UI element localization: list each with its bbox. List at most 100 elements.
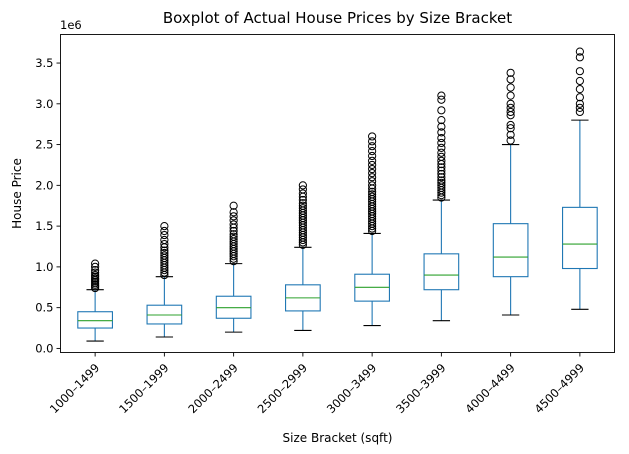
outlier-point [575,99,584,108]
plot-area [77,47,598,342]
outlier-point [575,93,584,102]
outlier-point [368,177,377,186]
outlier-point [368,187,377,196]
x-tick-label: 2000–2499 [185,361,240,416]
outlier-point [506,68,515,77]
outlier-point [91,268,100,277]
x-tick-label: 4500–4999 [532,361,587,416]
outlier-point [437,163,446,172]
outlier-point [506,91,515,100]
outlier-point [437,138,446,148]
x-tick-label: 1500–1999 [116,361,171,416]
outlier-point [229,220,238,229]
outlier-point [506,124,515,133]
outlier-point [368,181,377,190]
outlier-point [506,103,515,112]
outlier-point [506,99,515,108]
outlier-point [437,122,446,131]
outlier-point [575,67,584,76]
outlier-point [437,166,446,175]
outlier-point [229,201,238,210]
outlier-point [368,160,377,170]
plot-frame [60,34,615,353]
outlier-point [229,230,238,239]
iqr-box [77,311,113,329]
y-tick-label: 2.5 [35,138,53,152]
outlier-point [575,103,584,112]
box-group-3000–3499 [354,132,390,327]
outlier-point [298,199,307,208]
outlier-point [368,192,377,201]
outlier-point [437,133,446,143]
outlier-point [437,148,446,157]
outlier-point [160,239,169,249]
outlier-point [437,178,446,187]
box-group-4500–4999 [562,47,598,310]
x-tick-label: 4000–4499 [462,361,517,416]
outlier-point [368,151,377,161]
outlier-point [437,128,446,137]
outlier-point [229,226,238,236]
outlier-point [298,185,307,194]
outlier-point [437,116,446,125]
y-tick-label: 1.0 [35,260,53,274]
y-tick-label: 1.5 [35,219,53,233]
x-axis-label: Size Bracket (sqft) [283,431,393,445]
outlier-point [506,120,515,130]
box-group-3500–3999 [423,91,460,322]
outlier-point [437,156,446,165]
outlier-point [506,130,515,139]
outlier-point [575,107,584,117]
outlier-point [437,173,446,182]
outlier-point [368,173,377,182]
outlier-point [368,164,377,174]
outlier-point [437,152,446,161]
outlier-point [298,195,307,205]
x-tick-label: 2500–2999 [255,361,310,416]
outlier-point [437,181,446,190]
outlier-point [160,235,169,245]
x-tick-label: 3500–3999 [393,361,448,416]
chart-title: Boxplot of Actual House Prices by Size B… [163,9,512,27]
outlier-point [506,107,515,117]
outlier-point [575,85,584,94]
x-axis: 1000–1499 1500–1999 2000–2499 2500–2999 3000… [47,352,587,416]
y-tick-label: 0.5 [35,301,53,315]
outlier-point [575,76,584,86]
y-tick-label: 3.0 [35,97,53,111]
y-tick-label: 0.0 [35,341,53,355]
outlier-point [298,204,307,213]
outlier-point [368,147,377,156]
outlier-point [298,181,307,190]
outlier-point [160,230,169,240]
outlier-point [575,53,584,62]
outlier-point [437,169,446,179]
outlier-point [229,232,238,241]
y-tick-label: 2.0 [35,178,53,192]
y-axis-label: House Price [10,158,24,229]
outlier-point [160,246,169,255]
outlier-point [575,47,584,56]
outlier-point [437,143,446,152]
outlier-point [437,176,446,185]
outlier-point [229,212,238,221]
outlier-point [160,226,169,236]
outlier-point [368,156,377,165]
x-tick-label: 3000–3499 [324,361,379,416]
outlier-point [229,208,238,217]
outlier-point [437,95,446,104]
y-tick-label: 3.5 [35,56,53,70]
outlier-point [506,136,515,145]
outlier-point [160,251,169,260]
outlier-point [229,216,238,225]
outlier-point [506,75,515,84]
outlier-point [368,132,377,141]
iqr-box [492,223,529,278]
outlier-point [91,266,100,275]
iqr-box [562,206,598,270]
outlier-point [160,248,169,258]
outlier-point [91,262,100,271]
outlier-point [368,190,377,199]
outlier-point [437,91,446,100]
